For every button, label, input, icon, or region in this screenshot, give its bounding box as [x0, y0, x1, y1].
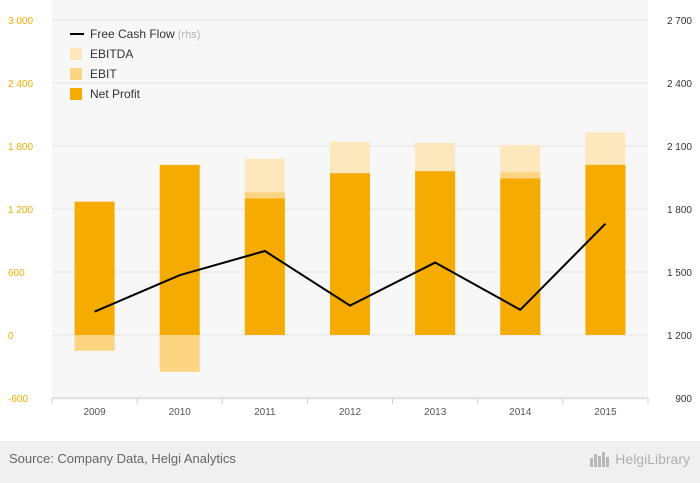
x-tick-label: 2013 [424, 407, 447, 418]
legend-swatch [70, 48, 82, 60]
y-left-tick-label: 3 000 [8, 16, 33, 27]
y-left-tick-label: 600 [8, 268, 25, 279]
legend-label-note: (rhs) [175, 29, 201, 41]
brand-name: HelgiLibrary [615, 451, 690, 467]
bar-net-profit [585, 164, 626, 335]
x-tick-label: 2012 [339, 407, 362, 418]
bar-net-profit [159, 164, 200, 335]
x-tick-label: 2015 [594, 407, 617, 418]
y-right-tick-label: 900 [675, 394, 692, 405]
x-tick-label: 2014 [509, 407, 532, 418]
footer: Source: Company Data, Helgi Analytics He… [0, 441, 700, 483]
bar-net-profit [500, 178, 541, 335]
bar-net-profit [74, 201, 115, 335]
source-text: Source: Company Data, Helgi Analytics [9, 451, 236, 466]
x-tick-label: 2009 [83, 407, 106, 418]
legend: Free Cash Flow (rhs) EBITDA EBIT Net Profit [70, 27, 200, 101]
line-free-cash-flow [94, 222, 607, 313]
bar-net-profit [330, 173, 370, 335]
y-left-tick-label: 2 400 [8, 79, 33, 90]
y-right-tick-label: 1 200 [667, 331, 692, 342]
legend-label: Net Profit [90, 87, 141, 101]
y-left-tick-label: 1 200 [8, 205, 33, 216]
legend-swatch [70, 88, 82, 100]
y-right-tick-label: 2 100 [667, 142, 692, 153]
chart: 3 000 2 700 2 400 2 400 1 800 2 100 1 200 1 800… [8, 16, 693, 418]
axes: 3 000 2 700 2 400 2 400 1 800 2 100 1 200 1 800… [8, 16, 692, 418]
legend-label: EBITDA [90, 47, 133, 61]
y-left-tick-label: -600 [8, 394, 28, 405]
fcf-line-group [94, 222, 607, 313]
y-left-tick-label: 1 800 [8, 142, 33, 153]
y-left-tick-label: 0 [8, 331, 14, 342]
bar-ebit [159, 335, 200, 372]
x-tick-label: 2011 [254, 407, 276, 418]
helgi-library-logo-icon [590, 452, 610, 467]
bar-net-profit [244, 198, 285, 335]
y-right-tick-label: 2 700 [667, 16, 692, 27]
legend-swatch [70, 68, 82, 80]
bar-ebit [74, 335, 115, 351]
x-tick-label: 2010 [169, 407, 192, 418]
y-right-tick-label: 1 500 [667, 268, 692, 279]
y-right-tick-label: 2 400 [667, 79, 692, 90]
y-right-tick-label: 1 800 [667, 205, 692, 216]
legend-label: Free Cash Flow (rhs) [90, 27, 200, 41]
bar-net-profit [415, 171, 456, 335]
legend-label: EBIT [90, 67, 117, 81]
brand: HelgiLibrary [589, 450, 690, 468]
